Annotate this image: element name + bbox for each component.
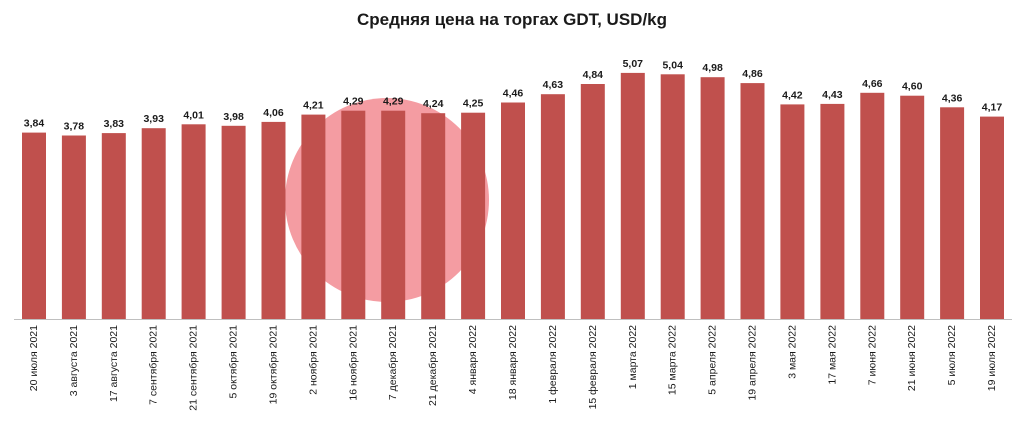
- bar: [540, 94, 565, 319]
- value-label: 4,24: [423, 98, 444, 110]
- chart-title: Средняя цена на торгах GDT, USD/kg: [356, 10, 668, 29]
- value-label: 4,86: [742, 68, 763, 80]
- bar: [421, 113, 446, 319]
- category-label: 19 июля 2022: [986, 325, 998, 391]
- category-label: 17 мая 2022: [826, 325, 838, 385]
- value-label: 4,25: [463, 98, 484, 110]
- category-label: 16 ноября 2021: [347, 325, 359, 401]
- value-label: 3,83: [104, 118, 125, 130]
- value-labels-group: 3,84 3,78 3,83 3,93 4,01 3,98 4,06 4,21 4,29 4,29…: [24, 58, 1003, 133]
- bar: [740, 83, 765, 319]
- category-label: 15 февраля 2022: [587, 325, 599, 410]
- value-label: 5,07: [623, 58, 644, 70]
- value-label: 5,04: [662, 59, 683, 71]
- bar: [141, 128, 166, 319]
- category-label: 19 октября 2021: [268, 325, 280, 405]
- category-label: 21 сентября 2021: [188, 325, 200, 411]
- category-label: 3 мая 2022: [786, 325, 798, 379]
- value-label: 4,84: [583, 69, 604, 81]
- category-label: 4 января 2022: [467, 325, 479, 394]
- category-label: 7 сентября 2021: [148, 325, 160, 405]
- value-label: 3,98: [223, 111, 244, 123]
- value-label: 4,63: [543, 79, 564, 91]
- bar: [61, 135, 86, 319]
- value-label: 3,84: [24, 118, 45, 130]
- bar: [501, 102, 525, 319]
- category-label: 7 июня 2022: [866, 325, 878, 385]
- bar: [980, 116, 1004, 319]
- bar: [900, 95, 925, 319]
- value-label: 4,36: [942, 92, 963, 104]
- bar: [580, 84, 605, 319]
- category-label: 5 апреля 2022: [707, 325, 719, 395]
- bar: [261, 121, 286, 320]
- category-label: 1 февраля 2022: [547, 325, 559, 404]
- value-label: 4,98: [702, 62, 723, 74]
- category-label: 19 апреля 2022: [747, 325, 759, 401]
- bar: [660, 74, 685, 319]
- value-label: 3,78: [64, 121, 85, 133]
- bar: [341, 110, 366, 319]
- bar: [700, 77, 725, 319]
- category-label: 18 января 2022: [507, 325, 519, 400]
- value-label: 4,42: [782, 89, 803, 101]
- value-label: 4,01: [183, 109, 204, 121]
- bars-group: [22, 72, 1004, 320]
- bar: [101, 133, 126, 319]
- category-label: 17 августа 2021: [108, 325, 120, 402]
- value-label: 4,29: [343, 96, 364, 108]
- value-label: 4,66: [862, 78, 883, 90]
- value-label: 4,17: [982, 102, 1003, 114]
- category-label: 2 ноября 2021: [307, 325, 319, 395]
- category-label: 15 марта 2022: [667, 325, 679, 395]
- bar: [22, 132, 46, 319]
- bar: [780, 104, 805, 320]
- category-labels-group: 20 июля 2021 3 августа 2021 17 августа 202…: [28, 325, 998, 411]
- bar: [221, 125, 246, 319]
- bar: [181, 124, 206, 319]
- category-label: 7 декабря 2021: [387, 325, 399, 400]
- value-label: 4,60: [902, 81, 923, 93]
- bar: [820, 103, 845, 320]
- bar: [461, 112, 486, 319]
- value-label: 4,29: [383, 96, 404, 108]
- value-label: 4,06: [263, 107, 284, 119]
- category-label: 1 марта 2022: [627, 325, 639, 389]
- value-label: 4,43: [822, 89, 843, 101]
- category-label: 3 августа 2021: [68, 325, 80, 396]
- value-label: 4,21: [303, 100, 324, 112]
- value-label: 4,46: [503, 88, 524, 100]
- bar: [381, 110, 406, 319]
- category-label: 20 июля 2021: [28, 325, 40, 391]
- bar: [940, 107, 965, 319]
- category-label: 5 июля 2022: [946, 325, 958, 386]
- category-label: 5 октября 2021: [228, 325, 240, 399]
- category-label: 21 декабря 2021: [427, 325, 439, 406]
- value-label: 3,93: [143, 113, 164, 125]
- bar: [301, 114, 326, 319]
- bar: [620, 72, 645, 320]
- bar: [860, 92, 885, 319]
- category-label: 21 июня 2022: [906, 325, 918, 391]
